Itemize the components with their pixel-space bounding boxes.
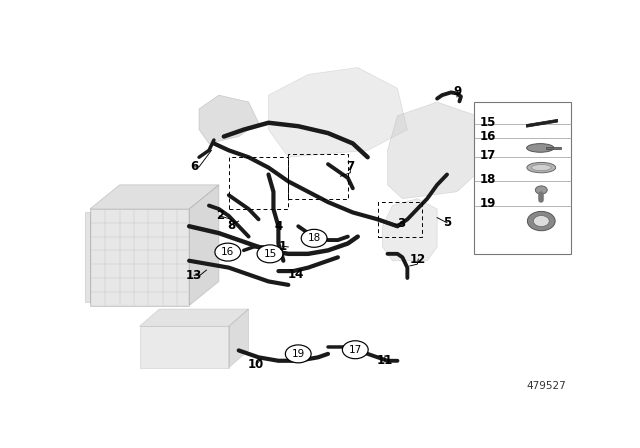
Text: 11: 11: [376, 354, 393, 367]
Text: 13: 13: [186, 269, 202, 282]
Text: 18: 18: [480, 173, 496, 186]
Circle shape: [257, 245, 283, 263]
Text: 1: 1: [278, 240, 287, 253]
Bar: [229, 157, 288, 209]
Bar: [474, 102, 571, 254]
Text: 18: 18: [307, 233, 321, 243]
Ellipse shape: [531, 164, 551, 171]
Polygon shape: [388, 102, 486, 198]
Text: 12: 12: [410, 253, 426, 266]
Polygon shape: [140, 309, 249, 326]
Text: 6: 6: [190, 160, 198, 173]
Circle shape: [215, 243, 241, 261]
Polygon shape: [199, 95, 259, 143]
Circle shape: [342, 341, 368, 359]
Polygon shape: [90, 209, 189, 306]
Bar: [547, 147, 561, 149]
Polygon shape: [527, 119, 557, 127]
Polygon shape: [189, 185, 219, 306]
Polygon shape: [269, 68, 408, 157]
Text: 16: 16: [221, 247, 234, 257]
Text: 4: 4: [275, 220, 282, 233]
Text: 17: 17: [349, 345, 362, 355]
Text: 7: 7: [346, 160, 355, 173]
Bar: [288, 154, 348, 198]
Circle shape: [535, 186, 547, 194]
Text: 9: 9: [454, 85, 462, 98]
Text: 15: 15: [263, 249, 276, 259]
Ellipse shape: [527, 163, 556, 173]
Text: 16: 16: [480, 130, 496, 143]
Text: 19: 19: [480, 197, 496, 210]
Text: 17: 17: [480, 149, 496, 162]
Text: 10: 10: [248, 358, 264, 371]
Bar: [378, 202, 422, 237]
Polygon shape: [140, 326, 229, 368]
Text: 14: 14: [287, 268, 304, 281]
Circle shape: [527, 211, 555, 231]
Text: 479527: 479527: [526, 381, 566, 391]
Text: 8: 8: [227, 219, 236, 232]
Polygon shape: [90, 185, 219, 209]
Polygon shape: [229, 309, 249, 368]
Circle shape: [285, 345, 311, 363]
Text: 2: 2: [216, 209, 224, 222]
Circle shape: [301, 229, 327, 247]
Ellipse shape: [527, 144, 554, 152]
Text: 15: 15: [480, 116, 496, 129]
Polygon shape: [383, 198, 437, 261]
Text: 3: 3: [397, 217, 406, 230]
Polygon shape: [85, 212, 90, 302]
Circle shape: [533, 215, 549, 227]
Text: 19: 19: [292, 349, 305, 359]
Text: 5: 5: [443, 216, 451, 229]
